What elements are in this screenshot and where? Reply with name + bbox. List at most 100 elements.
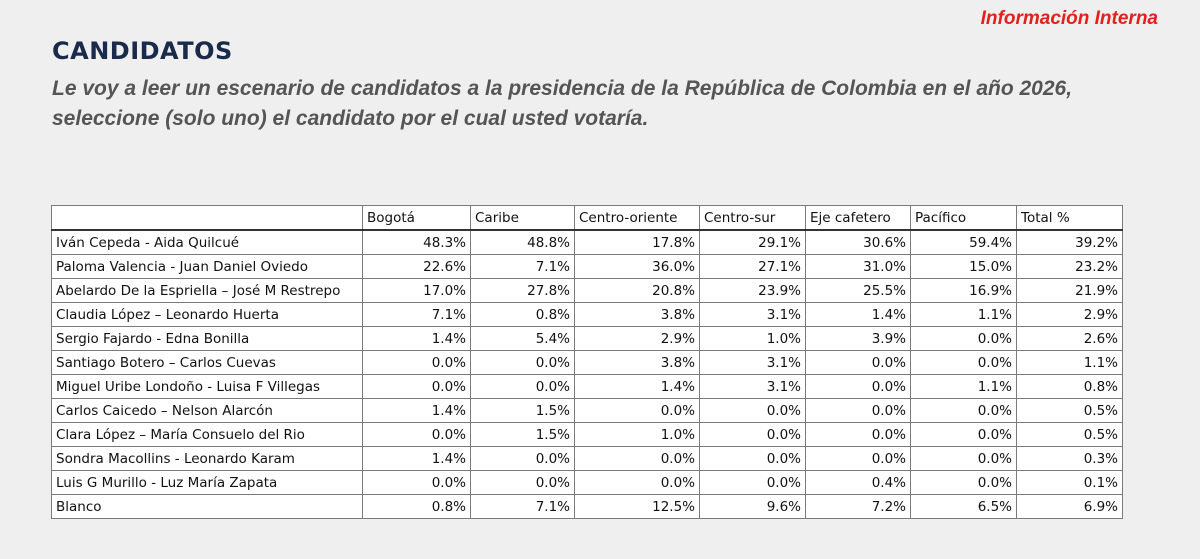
candidate-name-cell: Sondra Macollins - Leonardo Karam <box>51 446 363 471</box>
table-header: Bogotá Caribe Centro-oriente Centro-sur Eje … <box>51 205 1123 231</box>
percentage-cell: 0.0% <box>574 470 700 495</box>
percentage-cell: 0.0% <box>699 422 806 447</box>
table-row: Paloma Valencia - Juan Daniel Oviedo 22.6… <box>51 254 1123 279</box>
percentage-cell: 27.8% <box>470 278 575 303</box>
candidate-name-cell: Santiago Botero – Carlos Cuevas <box>51 350 363 375</box>
table-row: Sergio Fajardo - Edna Bonilla 1.4% 5.4% 2.9… <box>51 326 1123 351</box>
internal-info-label: Información Interna <box>980 8 1158 29</box>
percentage-cell: 0.0% <box>805 374 911 399</box>
table-row: Carlos Caicedo – Nelson Alarcón 1.4% 1.5% 0… <box>51 398 1123 423</box>
percentage-cell: 39.2% <box>1016 229 1123 255</box>
percentage-cell: 1.0% <box>574 422 700 447</box>
candidate-name-cell: Luis G Murillo - Luz María Zapata <box>51 470 363 495</box>
candidate-name-cell: Abelardo De la Espriella – José M Restre… <box>51 278 363 303</box>
percentage-cell: 16.9% <box>910 278 1017 303</box>
percentage-cell: 0.0% <box>805 350 911 375</box>
percentage-cell: 0.3% <box>1016 446 1123 471</box>
percentage-cell: 27.1% <box>699 254 806 279</box>
column-header: Bogotá <box>362 205 471 231</box>
percentage-cell: 0.0% <box>574 446 700 471</box>
percentage-cell: 30.6% <box>805 229 911 255</box>
table-row: Iván Cepeda - Aida Quilcué 48.3% 48.8% 17.8… <box>51 229 1123 255</box>
percentage-cell: 3.9% <box>805 326 911 351</box>
percentage-cell: 15.0% <box>910 254 1017 279</box>
percentage-cell: 1.1% <box>910 374 1017 399</box>
percentage-cell: 7.1% <box>470 254 575 279</box>
percentage-cell: 25.5% <box>805 278 911 303</box>
percentage-cell: 0.8% <box>362 494 471 519</box>
table-row: Santiago Botero – Carlos Cuevas 0.0% 0.0% 3… <box>51 350 1123 375</box>
percentage-cell: 9.6% <box>699 494 806 519</box>
candidate-name-cell: Carlos Caicedo – Nelson Alarcón <box>51 398 363 423</box>
percentage-cell: 3.8% <box>574 350 700 375</box>
percentage-cell: 0.0% <box>362 470 471 495</box>
table-row: Blanco 0.8% 7.1% 12.5% 9.6% 7.2% 6.5% 6.9% <box>51 494 1123 519</box>
percentage-cell: 0.0% <box>699 398 806 423</box>
percentage-cell: 0.0% <box>910 326 1017 351</box>
percentage-cell: 5.4% <box>470 326 575 351</box>
percentage-cell: 0.8% <box>1016 374 1123 399</box>
percentage-cell: 1.5% <box>470 422 575 447</box>
percentage-cell: 0.0% <box>699 470 806 495</box>
percentage-cell: 12.5% <box>574 494 700 519</box>
percentage-cell: 1.4% <box>362 446 471 471</box>
percentage-cell: 0.4% <box>805 470 911 495</box>
page-title: CANDIDATOS <box>52 37 233 65</box>
candidate-name-cell: Claudia López – Leonardo Huerta <box>51 302 363 327</box>
header-row: Bogotá Caribe Centro-oriente Centro-sur Eje … <box>51 205 1123 231</box>
percentage-cell: 0.5% <box>1016 422 1123 447</box>
percentage-cell: 23.9% <box>699 278 806 303</box>
percentage-cell: 7.1% <box>362 302 471 327</box>
table-row: Clara López – María Consuelo del Rio 0.0%… <box>51 422 1123 447</box>
percentage-cell: 36.0% <box>574 254 700 279</box>
percentage-cell: 0.0% <box>470 350 575 375</box>
candidate-name-cell: Sergio Fajardo - Edna Bonilla <box>51 326 363 351</box>
percentage-cell: 20.8% <box>574 278 700 303</box>
percentage-cell: 3.1% <box>699 302 806 327</box>
column-header: Caribe <box>470 205 575 231</box>
percentage-cell: 29.1% <box>699 229 806 255</box>
percentage-cell: 0.0% <box>910 422 1017 447</box>
percentage-cell: 23.2% <box>1016 254 1123 279</box>
percentage-cell: 2.6% <box>1016 326 1123 351</box>
percentage-cell: 17.8% <box>574 229 700 255</box>
percentage-cell: 1.1% <box>910 302 1017 327</box>
candidate-name-cell: Clara López – María Consuelo del Rio <box>51 422 363 447</box>
table-row: Abelardo De la Espriella – José M Restre… <box>51 278 1123 303</box>
percentage-cell: 0.0% <box>362 350 471 375</box>
percentage-cell: 0.0% <box>910 350 1017 375</box>
percentage-cell: 0.0% <box>470 374 575 399</box>
percentage-cell: 2.9% <box>1016 302 1123 327</box>
table-row: Claudia López – Leonardo Huerta 7.1% 0.8% 3… <box>51 302 1123 327</box>
percentage-cell: 0.1% <box>1016 470 1123 495</box>
percentage-cell: 0.0% <box>910 398 1017 423</box>
column-header-candidate <box>51 205 363 231</box>
percentage-cell: 3.1% <box>699 350 806 375</box>
percentage-cell: 1.4% <box>362 398 471 423</box>
percentage-cell: 0.0% <box>574 398 700 423</box>
percentage-cell: 1.0% <box>699 326 806 351</box>
column-header: Eje cafetero <box>805 205 911 231</box>
percentage-cell: 6.9% <box>1016 494 1123 519</box>
survey-question: Le voy a leer un escenario de candidatos… <box>52 77 1073 130</box>
percentage-cell: 0.0% <box>805 398 911 423</box>
percentage-cell: 7.2% <box>805 494 911 519</box>
candidate-name-cell: Iván Cepeda - Aida Quilcué <box>51 229 363 255</box>
candidate-name-cell: Paloma Valencia - Juan Daniel Oviedo <box>51 254 363 279</box>
percentage-cell: 21.9% <box>1016 278 1123 303</box>
percentage-cell: 0.0% <box>910 446 1017 471</box>
percentage-cell: 31.0% <box>805 254 911 279</box>
percentage-cell: 1.4% <box>362 326 471 351</box>
percentage-cell: 0.0% <box>910 470 1017 495</box>
percentage-cell: 0.8% <box>470 302 575 327</box>
percentage-cell: 1.1% <box>1016 350 1123 375</box>
percentage-cell: 1.5% <box>470 398 575 423</box>
percentage-cell: 17.0% <box>362 278 471 303</box>
percentage-cell: 48.3% <box>362 229 471 255</box>
percentage-cell: 3.8% <box>574 302 700 327</box>
column-header: Centro-oriente <box>574 205 700 231</box>
percentage-cell: 0.0% <box>470 470 575 495</box>
percentage-cell: 3.1% <box>699 374 806 399</box>
percentage-cell: 22.6% <box>362 254 471 279</box>
candidate-name-cell: Blanco <box>51 494 363 519</box>
